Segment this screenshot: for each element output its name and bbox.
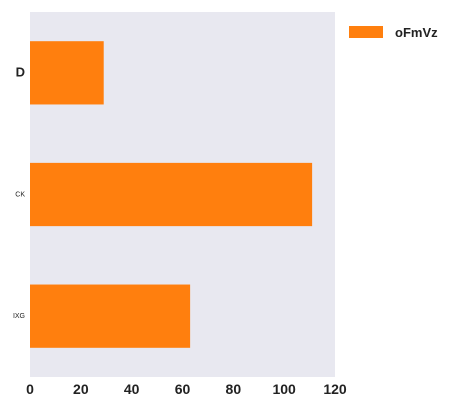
x-tick-labels: 0 20 40 60 80 100 120 [26, 381, 347, 397]
x-tick-label: 80 [226, 381, 242, 397]
y-tick-label: CK [15, 191, 25, 198]
bar-ck [30, 162, 313, 227]
x-tick-label: 40 [124, 381, 140, 397]
bar-ixg [30, 284, 191, 348]
y-tick-label: IXG [13, 313, 25, 320]
x-tick-label: 100 [272, 381, 296, 397]
x-tick-label: 20 [73, 381, 89, 397]
legend-swatch [349, 26, 383, 38]
y-tick-label: D [16, 64, 25, 79]
x-tick-label: 120 [323, 381, 347, 397]
bars-group [30, 41, 313, 348]
bar-d [30, 41, 104, 105]
x-tick-label: 60 [175, 381, 191, 397]
x-tick-label: 0 [26, 381, 34, 397]
legend-label: oFmVz [395, 25, 438, 40]
y-tick-labels: D CK IXG [13, 64, 25, 320]
legend: oFmVz [349, 25, 438, 40]
